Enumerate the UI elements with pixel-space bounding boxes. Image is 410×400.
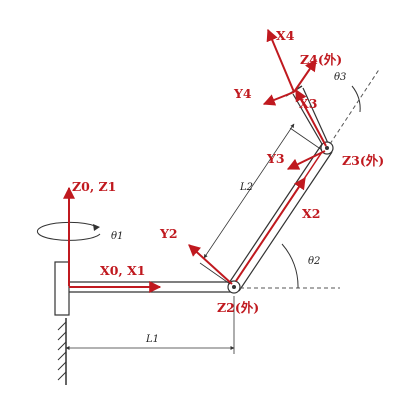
- label-z3: Z3(外): [342, 153, 384, 168]
- label-y3: Y3: [266, 151, 285, 166]
- base-block: [54, 261, 70, 316]
- x3-axis-arrow: [295, 88, 327, 147]
- label-l2: L2: [239, 182, 253, 193]
- theta2-arc: [281, 243, 299, 289]
- label-l1: L1: [145, 334, 159, 345]
- label-y2: Y2: [159, 226, 178, 241]
- label-z4: Z4(外): [300, 52, 342, 67]
- link2-red-guide: [235, 151, 323, 282]
- base-wall: [57, 318, 67, 385]
- label-theta1: θ1: [111, 231, 123, 242]
- label-theta3: θ3: [334, 72, 346, 83]
- l2-dimension: [199, 123, 323, 285]
- construction-lines: [240, 67, 381, 289]
- label-x4: X4: [276, 28, 295, 43]
- y4-axis-arrow: [262, 91, 295, 106]
- theta1-rotation-arrow: [36, 221, 101, 241]
- label-x2: X2: [302, 206, 320, 221]
- y2-axis-arrow: [188, 244, 233, 285]
- label-y4: Y4: [233, 86, 252, 101]
- label-x0-x1: X0, X1: [100, 263, 146, 278]
- label-z2: Z2(外): [217, 300, 259, 315]
- label-theta2: θ2: [308, 256, 320, 267]
- y3-axis-arrow: [286, 150, 326, 170]
- z4-axis-arrow: [293, 59, 317, 93]
- label-x3: X3: [299, 96, 317, 111]
- theta3-arc: [351, 85, 361, 113]
- frame-axes: [63, 28, 327, 293]
- l1-dimension: [65, 296, 235, 354]
- label-z0-z1: Z0, Z1: [72, 179, 116, 194]
- x4-axis-arrow: [266, 28, 295, 93]
